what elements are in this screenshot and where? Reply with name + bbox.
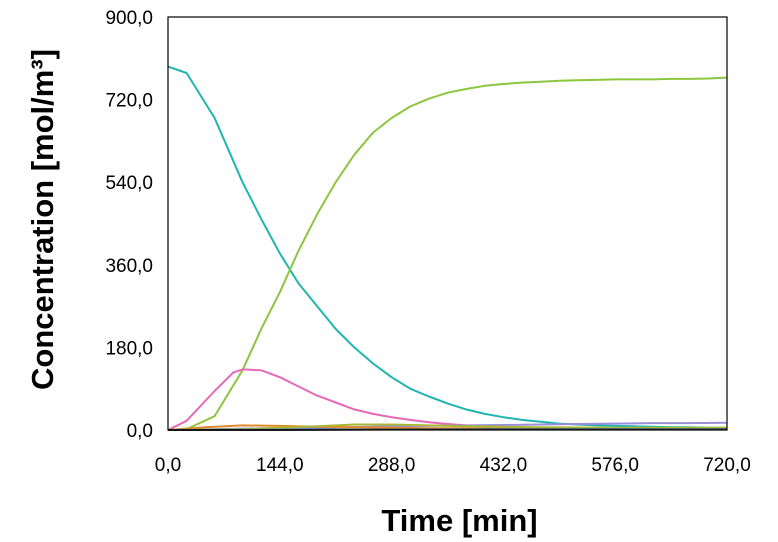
y-axis-title: Concentration [mol/m³]	[25, 49, 60, 390]
x-tick-label: 576,0	[591, 455, 639, 476]
x-axis-title: Time [min]	[381, 503, 537, 538]
x-tick-label: 144,0	[256, 455, 304, 476]
series-line-4	[167, 421, 728, 431]
x-tick-label: 288,0	[368, 455, 416, 476]
series-line-2	[167, 76, 728, 431]
x-tick-label: 720,0	[703, 455, 751, 476]
ticks: 0,0 144,0 288,0 432,0 576,0 720,0 0,0 180,0 360,…	[105, 8, 750, 476]
y-tick-label: 540,0	[105, 173, 153, 194]
plot-frame	[167, 16, 728, 431]
series-line-6	[167, 423, 727, 431]
series-line-1	[167, 65, 727, 429]
x-tick-label: 0,0	[155, 455, 181, 476]
series-line-3	[167, 368, 727, 431]
y-tick-label: 900,0	[105, 8, 153, 29]
y-tick-label: 720,0	[105, 91, 153, 112]
plot-lines	[167, 65, 728, 431]
y-tick-label: 180,0	[105, 338, 153, 359]
y-tick-label: 0,0	[127, 421, 153, 442]
y-tick-label: 360,0	[105, 256, 153, 277]
x-tick-label: 432,0	[480, 455, 528, 476]
